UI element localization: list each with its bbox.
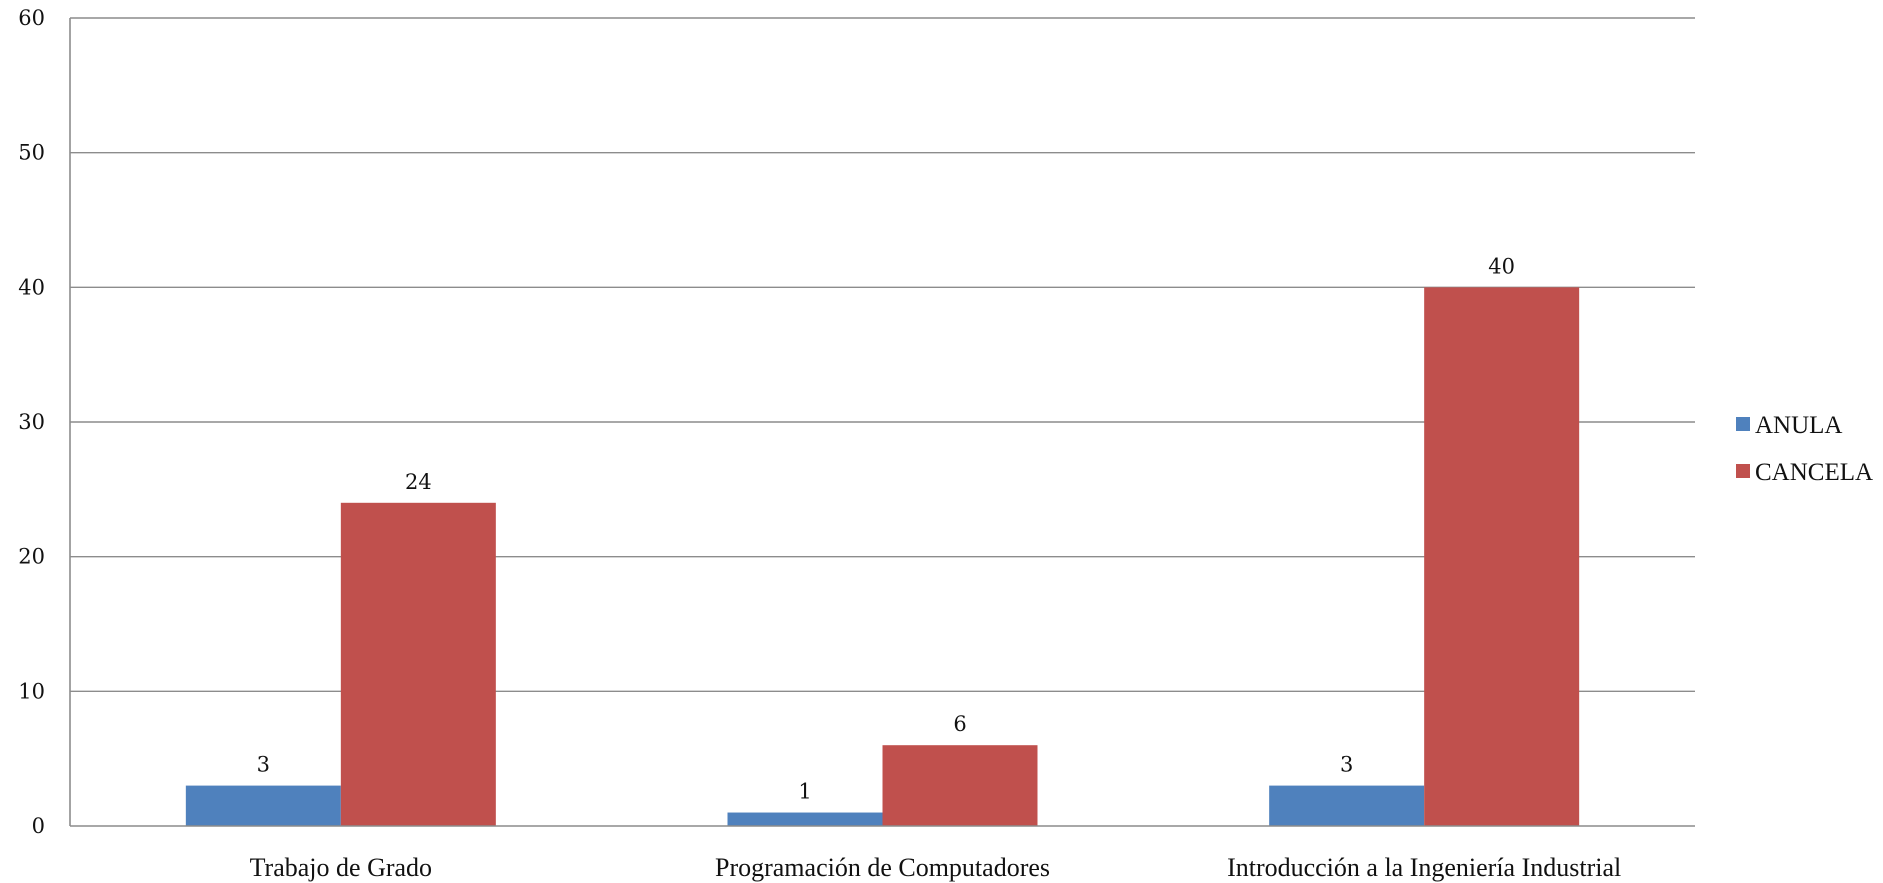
y-tick-label: 0 [32, 814, 45, 838]
bars [185, 287, 1580, 826]
x-axis: Trabajo de Grado Programación de Computad… [69, 18, 1695, 882]
x-category-label: Trabajo de Grado [250, 853, 432, 882]
legend-label-cancela: CANCELA [1755, 459, 1873, 486]
y-axis-ticks: 0 10 20 30 40 50 60 [18, 6, 45, 838]
y-tick-label: 50 [18, 141, 45, 165]
bar-cancela [340, 502, 496, 826]
x-category-label: Introducción a la Ingeniería Industrial [1227, 853, 1621, 882]
legend-label-anula: ANULA [1755, 412, 1843, 439]
y-tick-label: 60 [18, 6, 45, 30]
y-tick-label: 40 [18, 275, 45, 299]
legend: ANULA CANCELA [1736, 412, 1873, 486]
data-label: 40 [1488, 254, 1515, 278]
data-label: 6 [953, 712, 966, 736]
bar-anula [185, 785, 341, 826]
y-tick-label: 30 [18, 410, 45, 434]
legend-swatch-cancela [1736, 464, 1750, 478]
bar-anula [1269, 785, 1425, 826]
legend-swatch-anula [1736, 417, 1750, 431]
x-category-label: Programación de Computadores [715, 853, 1050, 882]
y-tick-label: 10 [18, 679, 45, 703]
bar-cancela [1424, 287, 1580, 826]
data-label: 1 [798, 780, 811, 804]
bar-anula [727, 812, 883, 826]
data-labels: 3 24 1 6 3 40 [257, 254, 1515, 803]
data-label: 24 [405, 470, 432, 494]
y-tick-label: 20 [18, 545, 45, 569]
data-label: 3 [257, 753, 270, 777]
data-label: 3 [1340, 753, 1353, 777]
bar-cancela [882, 745, 1038, 826]
